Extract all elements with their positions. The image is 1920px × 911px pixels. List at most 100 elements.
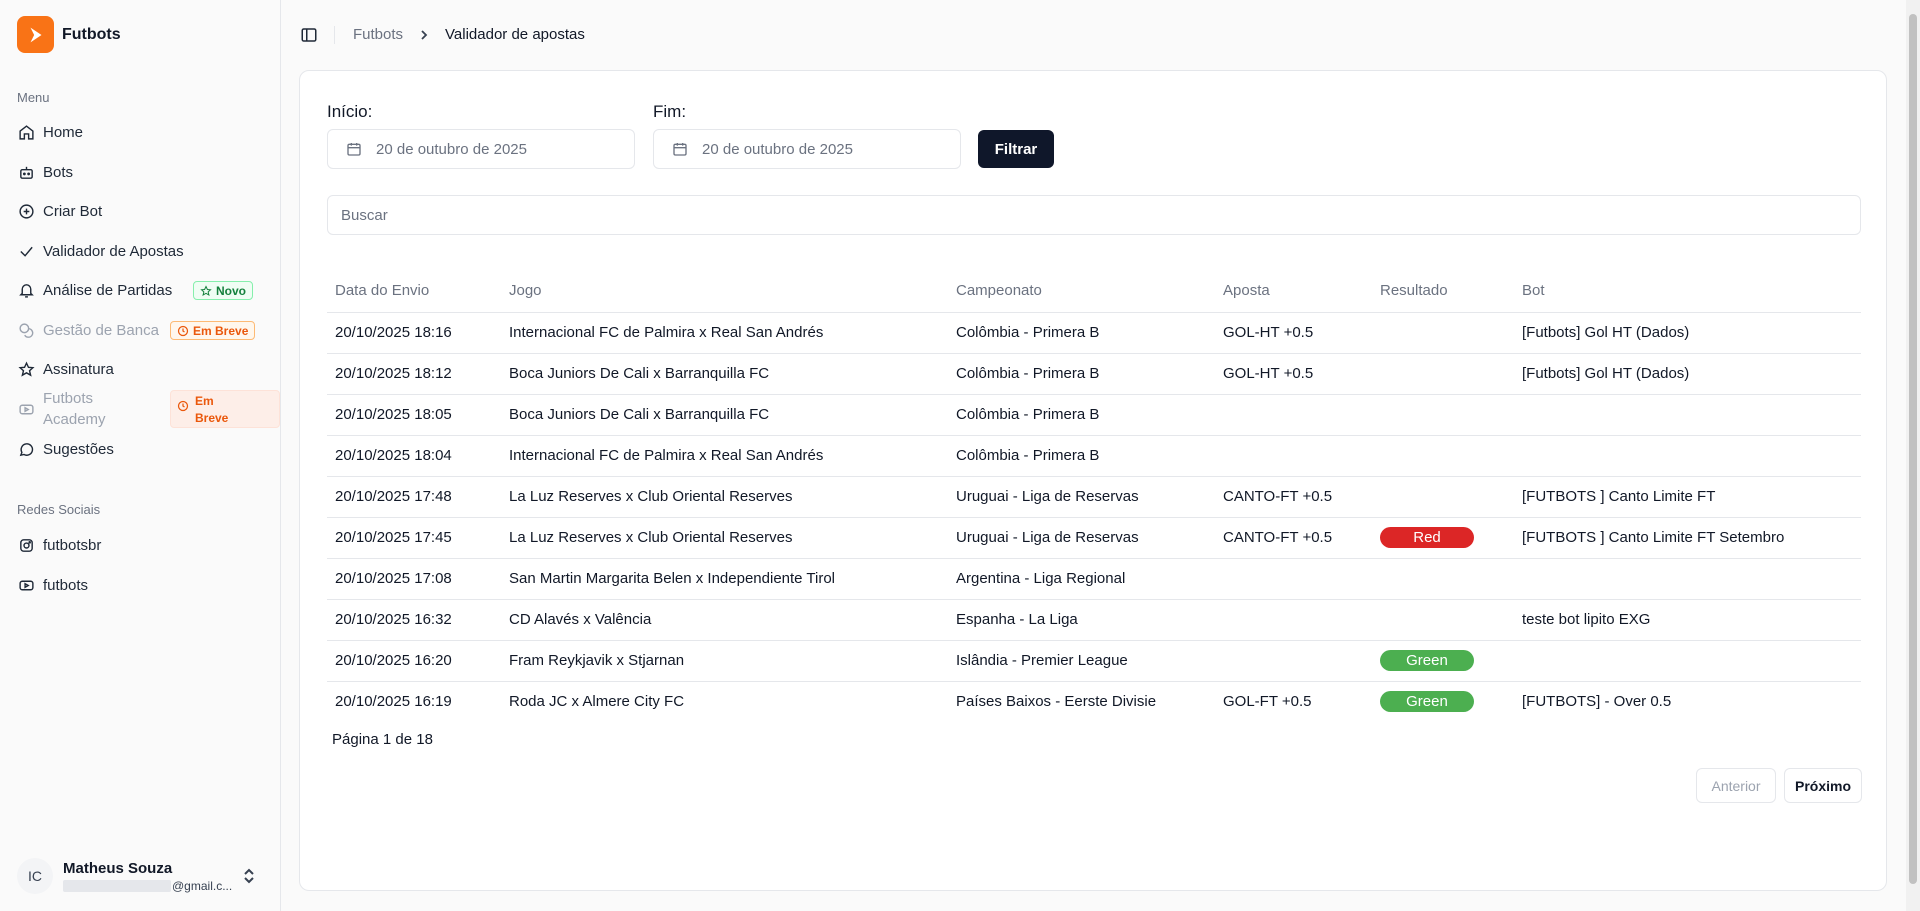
calendar-icon bbox=[673, 143, 687, 156]
breadcrumb-root[interactable]: Futbots bbox=[353, 26, 404, 43]
menu-section-label: Menu bbox=[17, 90, 50, 105]
brand-name: Futbots bbox=[62, 25, 121, 43]
cell-date: 20/10/2025 16:19 bbox=[335, 693, 452, 711]
cell-bet: CANTO-FT +0.5 bbox=[1215, 476, 1372, 518]
cell-game: Boca Juniors De Cali x Barranquilla FC bbox=[501, 353, 948, 395]
sidebar-item-analise[interactable]: Análise de Partidas Novo bbox=[17, 274, 264, 306]
sidebar-item-label: Validador de Apostas bbox=[43, 242, 184, 260]
sidebar-item-home[interactable]: Home bbox=[17, 116, 264, 148]
cell-league: Uruguai - Liga de Reservas bbox=[948, 476, 1215, 518]
sidebar-item-sugestoes[interactable]: Sugestões bbox=[17, 433, 264, 465]
table-row[interactable]: 20/10/2025 18:16 Internacional FC de Pal… bbox=[327, 312, 1861, 354]
breadcrumb-current: Validador de apostas bbox=[445, 26, 585, 43]
column-header[interactable]: Jogo bbox=[501, 270, 948, 313]
search-input[interactable] bbox=[327, 195, 1861, 235]
cell-league: Colômbia - Primera B bbox=[948, 353, 1215, 395]
table-row[interactable]: 20/10/2025 16:20 Fram Reykjavik x Stjarn… bbox=[327, 640, 1861, 682]
coins-icon bbox=[17, 321, 35, 339]
cell-game: Internacional FC de Palmira x Real San A… bbox=[501, 312, 948, 354]
cell-bet bbox=[1215, 640, 1372, 682]
youtube-icon bbox=[17, 576, 35, 594]
cell-league: Países Baixos - Eerste Divisie bbox=[956, 693, 1157, 711]
cell-bot: [Futbots] Gol HT (Dados) bbox=[1514, 312, 1861, 354]
topbar: Futbots Validador de apostas bbox=[282, 0, 1902, 70]
sidebar-item-gestao: Gestão de Banca Em Breve bbox=[17, 314, 264, 346]
sidebar-item-criar-bot[interactable]: Criar Bot bbox=[17, 195, 264, 227]
social-item-youtube[interactable]: futbots bbox=[17, 569, 264, 601]
sidebar-item-assinatura[interactable]: Assinatura bbox=[17, 353, 264, 385]
cell-date: 20/10/2025 17:45 bbox=[327, 517, 501, 559]
cell-result bbox=[1372, 353, 1514, 395]
column-header[interactable]: Bot bbox=[1514, 270, 1861, 313]
table-row[interactable]: 20/10/2025 17:45 La Luz Reserves x Club … bbox=[327, 517, 1861, 559]
user-menu[interactable]: IC Matheus Souza @gmail.c... bbox=[17, 856, 264, 896]
cell-league: Espanha - La Liga bbox=[948, 599, 1215, 641]
scrollbar-thumb[interactable] bbox=[1909, 14, 1917, 884]
next-page-button[interactable]: Próximo bbox=[1784, 768, 1862, 803]
cell-league: Colômbia - Primera B bbox=[948, 394, 1215, 436]
main-card: Início: 20 de outubro de 2025 Fim: 20 de… bbox=[299, 70, 1887, 891]
cell-result bbox=[1372, 476, 1514, 518]
chevrons-up-down-icon[interactable] bbox=[241, 866, 257, 886]
end-date-value: 20 de outubro de 2025 bbox=[702, 140, 853, 158]
previous-page-button: Anterior bbox=[1696, 768, 1776, 803]
cell-league: Argentina - Liga Regional bbox=[948, 558, 1215, 600]
filter-button[interactable]: Filtrar bbox=[978, 130, 1054, 168]
pagination-info: Página 1 de 18 bbox=[332, 731, 433, 748]
table-row[interactable]: 20/10/2025 18:05 Boca Juniors De Cali x … bbox=[327, 394, 1861, 436]
coming-soon-badge: Em Breve bbox=[170, 321, 256, 340]
column-header[interactable]: Campeonato bbox=[948, 270, 1215, 313]
start-date-picker[interactable]: 20 de outubro de 2025 bbox=[327, 129, 635, 169]
cell-game: Fram Reykjavik x Stjarnan bbox=[501, 640, 948, 682]
user-name: Matheus Souza bbox=[63, 859, 173, 877]
social-item-instagram[interactable]: futbotsbr bbox=[17, 529, 264, 561]
sidebar-item-bots[interactable]: Bots bbox=[17, 156, 264, 188]
message-circle-icon bbox=[17, 440, 35, 458]
sidebar-item-validador[interactable]: Validador de Apostas bbox=[17, 235, 264, 267]
avatar: IC bbox=[17, 858, 53, 894]
social-item-label: futbots bbox=[43, 576, 89, 594]
column-header[interactable]: Aposta bbox=[1215, 270, 1372, 313]
sidebar-toggle-icon[interactable] bbox=[299, 25, 319, 45]
sidebar-item-label: Sugestões bbox=[43, 440, 114, 458]
cell-bot bbox=[1514, 435, 1861, 477]
cell-date: 20/10/2025 17:08 bbox=[327, 558, 501, 600]
bot-icon bbox=[17, 163, 35, 181]
sidebar-item-label: Assinatura bbox=[43, 360, 114, 378]
new-badge: Novo bbox=[193, 281, 253, 300]
table-row[interactable]: 20/10/2025 17:48 La Luz Reserves x Club … bbox=[327, 476, 1861, 518]
cell-bet: GOL-FT +0.5 bbox=[1223, 693, 1312, 711]
chevron-right-icon bbox=[419, 29, 429, 41]
column-header[interactable]: Data do Envio bbox=[327, 270, 501, 313]
cell-game: La Luz Reserves x Club Oriental Reserves bbox=[501, 517, 948, 559]
table-row[interactable]: 20/10/2025 16:19 Roda JC x Almere City F… bbox=[327, 681, 1861, 722]
end-date-picker[interactable]: 20 de outubro de 2025 bbox=[653, 129, 961, 169]
cell-bot: [FUTBOTS] - Over 0.5 bbox=[1522, 693, 1672, 711]
youtube-icon bbox=[17, 400, 35, 418]
result-badge-green: Green bbox=[1380, 650, 1474, 671]
cell-game: Boca Juniors De Cali x Barranquilla FC bbox=[501, 394, 948, 436]
cell-bot bbox=[1514, 558, 1861, 600]
coming-soon-badge: Em Breve bbox=[170, 390, 280, 428]
home-icon bbox=[17, 123, 35, 141]
result-badge-green: Green bbox=[1380, 691, 1474, 713]
table-row[interactable]: 20/10/2025 16:32 CD Alavés x Valência Es… bbox=[327, 599, 1861, 641]
cell-result: Red bbox=[1372, 517, 1514, 559]
cell-date: 20/10/2025 16:32 bbox=[327, 599, 501, 641]
table-row[interactable]: 20/10/2025 18:04 Internacional FC de Pal… bbox=[327, 435, 1861, 477]
redacted-email bbox=[63, 879, 171, 892]
cell-game: San Martin Margarita Belen x Independien… bbox=[501, 558, 948, 600]
page-scrollbar[interactable] bbox=[1906, 0, 1920, 911]
column-header[interactable]: Resultado bbox=[1372, 270, 1514, 313]
cell-result: Green bbox=[1372, 681, 1514, 722]
sidebar-item-label: Home bbox=[43, 123, 84, 141]
cell-bet bbox=[1215, 599, 1372, 641]
clock-icon bbox=[177, 325, 189, 336]
cell-result bbox=[1372, 599, 1514, 641]
table-row[interactable]: 20/10/2025 17:08 San Martin Margarita Be… bbox=[327, 558, 1861, 600]
cell-result bbox=[1372, 394, 1514, 436]
breadcrumb: Futbots Validador de apostas bbox=[353, 26, 585, 43]
cell-bet: GOL-HT +0.5 bbox=[1215, 353, 1372, 395]
brand[interactable]: Futbots bbox=[17, 16, 121, 53]
table-row[interactable]: 20/10/2025 18:12 Boca Juniors De Cali x … bbox=[327, 353, 1861, 395]
